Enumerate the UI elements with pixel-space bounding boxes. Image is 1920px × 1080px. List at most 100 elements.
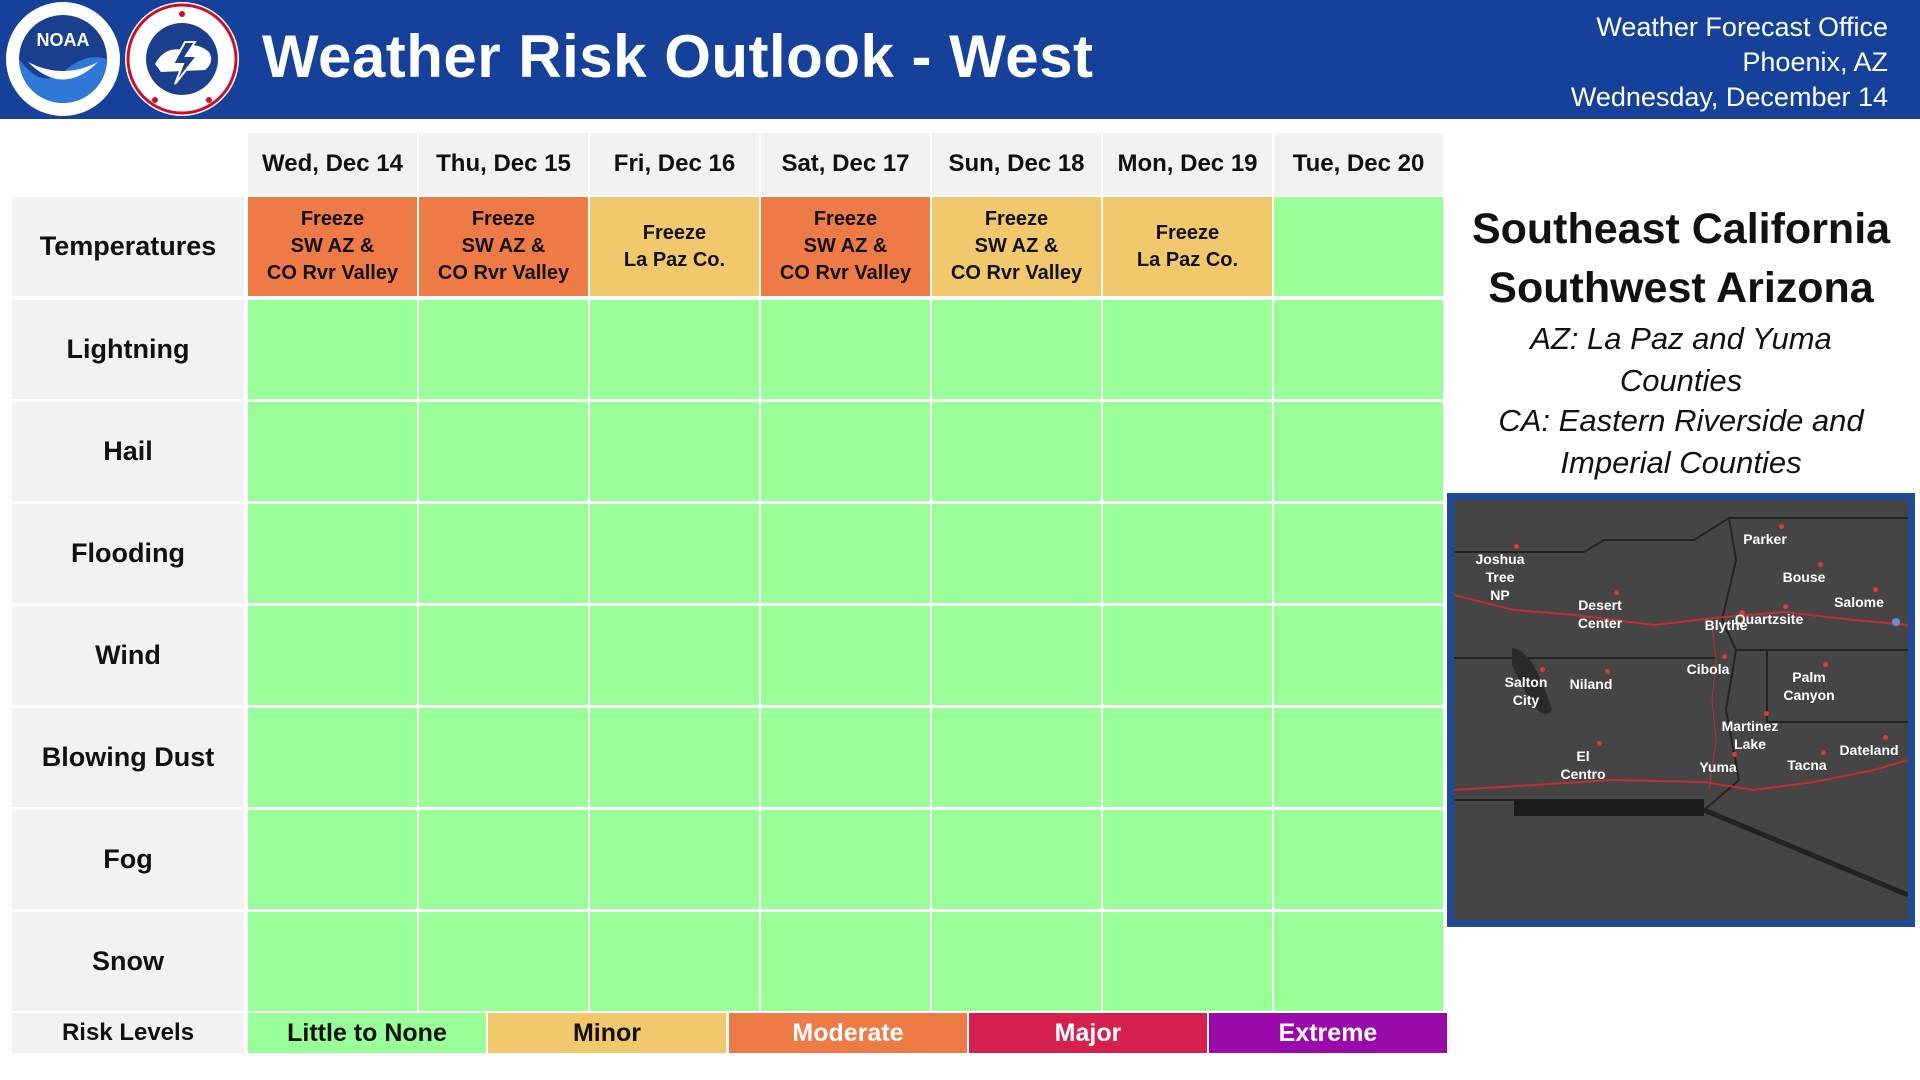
ca-line2: Imperial Counties xyxy=(1560,445,1802,480)
risk-cell xyxy=(590,300,759,399)
issue-date: Wednesday, December 14 xyxy=(1570,82,1888,112)
map-place-label: Yuma xyxy=(1699,759,1737,775)
risk-cell xyxy=(1103,504,1272,603)
risk-cell xyxy=(1274,912,1443,1011)
legend-item: Extreme xyxy=(1209,1013,1447,1053)
risk-cell xyxy=(1274,810,1443,909)
nws-logo xyxy=(125,2,239,116)
region-title-line2: Southwest Arizona xyxy=(1488,264,1874,312)
map-dot xyxy=(1823,662,1828,667)
row-label: Flooding xyxy=(12,504,244,603)
risk-cell xyxy=(932,402,1101,501)
risk-cell xyxy=(761,606,930,705)
risk-cell xyxy=(761,504,930,603)
region-map: Parker Joshua Tree NP Bouse Salome Desert Ce… xyxy=(1447,493,1915,927)
day-header: Fri, Dec 16 xyxy=(590,133,759,195)
row-label: Wind xyxy=(12,606,244,705)
office-name: Weather Forecast Office xyxy=(1596,12,1888,42)
header-banner: NOAA Weather Risk Outlook - West Weather… xyxy=(0,0,1920,119)
map-dot xyxy=(1779,524,1784,529)
map-dot xyxy=(1540,667,1545,672)
map-place-label: Salome xyxy=(1834,594,1884,610)
risk-cell xyxy=(590,708,759,807)
map-place-label: Joshua Tree NP xyxy=(1475,551,1525,603)
region-az-counties: AZ: La Paz and Yuma Counties xyxy=(1448,318,1914,402)
map-dot xyxy=(1597,741,1602,746)
risk-cell xyxy=(419,402,588,501)
map-place-label: Desert Center xyxy=(1577,597,1623,631)
risk-cell xyxy=(761,810,930,909)
risk-cell xyxy=(590,606,759,705)
map-place-label: Salton City xyxy=(1504,674,1548,708)
map-dot xyxy=(1740,610,1745,615)
map-place-label: Tacna xyxy=(1787,757,1827,773)
risk-cell xyxy=(932,810,1101,909)
risk-cell xyxy=(932,606,1101,705)
row-label: Blowing Dust xyxy=(12,708,244,807)
day-header: Sun, Dec 18 xyxy=(932,133,1101,195)
day-header: Wed, Dec 14 xyxy=(248,133,417,195)
row-label: Snow xyxy=(12,912,244,1011)
map-dot xyxy=(1514,544,1519,549)
risk-cell xyxy=(419,504,588,603)
risk-cell xyxy=(761,912,930,1011)
risk-cell xyxy=(248,912,417,1011)
risk-cell: Freeze La Paz Co. xyxy=(1103,197,1272,296)
risk-cell xyxy=(590,504,759,603)
map-dot xyxy=(1783,604,1788,609)
map-place-label: Cibola xyxy=(1686,661,1730,677)
map-dot xyxy=(1883,735,1888,740)
map-place-label: Niland xyxy=(1569,676,1613,692)
map-dot xyxy=(1818,562,1823,567)
map-dot xyxy=(1722,654,1727,659)
risk-cell: Freeze La Paz Co. xyxy=(590,197,759,296)
legend-item: Little to None xyxy=(248,1013,486,1053)
map-background xyxy=(1454,500,1908,920)
risk-cell xyxy=(1103,912,1272,1011)
risk-cell xyxy=(590,912,759,1011)
risk-cell: Freeze SW AZ & CO Rvr Valley xyxy=(419,197,588,296)
risk-cell xyxy=(1103,300,1272,399)
svg-text:NOAA: NOAA xyxy=(37,30,90,50)
ca-line1: CA: Eastern Riverside and xyxy=(1498,403,1864,438)
row-label: Fog xyxy=(12,810,244,909)
risk-cell xyxy=(248,810,417,909)
risk-cell xyxy=(1274,300,1443,399)
risk-cell xyxy=(1274,606,1443,705)
risk-cell: Freeze SW AZ & CO Rvr Valley xyxy=(932,197,1101,296)
risk-cell xyxy=(932,708,1101,807)
legend-item: Major xyxy=(969,1013,1207,1053)
risk-cell xyxy=(419,810,588,909)
risk-cell: Freeze SW AZ & CO Rvr Valley xyxy=(761,197,930,296)
risk-cell xyxy=(248,504,417,603)
legend-label: Risk Levels xyxy=(12,1013,244,1053)
risk-cell xyxy=(248,300,417,399)
risk-cell xyxy=(932,504,1101,603)
day-header: Thu, Dec 15 xyxy=(419,133,588,195)
map-dot xyxy=(1605,669,1610,674)
risk-cell xyxy=(1274,402,1443,501)
risk-cell xyxy=(1103,810,1272,909)
map-dot xyxy=(1764,711,1769,716)
region-title-line1: Southeast California xyxy=(1471,205,1891,253)
row-label: Lightning xyxy=(12,300,244,399)
map-place-label: Dateland xyxy=(1839,742,1899,758)
risk-cell xyxy=(248,606,417,705)
risk-cell xyxy=(932,300,1101,399)
map-place-label: Parker xyxy=(1743,531,1787,547)
risk-cell xyxy=(932,912,1101,1011)
risk-cell xyxy=(419,708,588,807)
region-ca-counties: CA: Eastern Riverside and Imperial Count… xyxy=(1448,400,1914,484)
map-dot xyxy=(1614,590,1619,595)
map-canvas: Parker Joshua Tree NP Bouse Salome Desert Ce… xyxy=(1454,500,1908,920)
risk-cell xyxy=(761,708,930,807)
map-dot xyxy=(1873,587,1878,592)
risk-cell xyxy=(1103,708,1272,807)
map-place-label: Quartzsite xyxy=(1734,611,1804,627)
risk-cell xyxy=(761,300,930,399)
risk-cell xyxy=(590,810,759,909)
risk-cell xyxy=(248,708,417,807)
map-place-label: Palm Canyon xyxy=(1783,669,1835,703)
row-label: Hail xyxy=(12,402,244,501)
map-dot xyxy=(1732,752,1737,757)
